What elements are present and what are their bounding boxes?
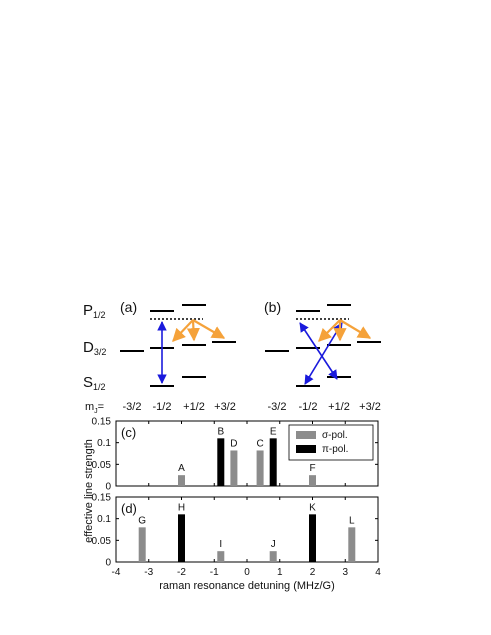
x-tick-label: 4 — [375, 567, 381, 578]
y-tick-label: 0 — [105, 482, 111, 493]
legend-swatch-pi — [296, 445, 316, 453]
x-tick-label: -3 — [144, 567, 153, 578]
chart-d-bar-labels: G H I J K L — [138, 502, 355, 550]
decay-arrows-a — [172, 319, 226, 342]
state-label-s12: S1/2 — [83, 374, 106, 392]
bar-label-k: K — [309, 502, 316, 513]
bar-h — [178, 514, 185, 562]
bar-j — [269, 551, 277, 562]
y-tick-label: 0.1 — [97, 514, 111, 525]
level-diagram: P1/2 D3/2 S1/2 (a) (b) — [83, 299, 381, 415]
mj-value-a-2: +1/2 — [183, 401, 205, 413]
decay-arrows-b — [318, 319, 372, 342]
state-label-p12: P1/2 — [83, 302, 106, 320]
raman-arrows-b — [299, 322, 343, 385]
chart-c-panel-label: (c) — [121, 425, 136, 440]
panel-label-a: (a) — [120, 299, 137, 315]
chart-c-y-axis: 0 0.05 0.1 0.15 — [92, 417, 379, 493]
chart-c-legend: σ-pol. π-pol. — [288, 424, 374, 461]
y-tick-label: 0.15 — [92, 417, 112, 428]
bar-label-b: B — [217, 426, 224, 437]
mj-value-a-3: +3/2 — [214, 401, 236, 413]
y-tick-label: 0.15 — [92, 493, 112, 504]
bar-a — [178, 475, 185, 486]
state-label-d32: D3/2 — [83, 339, 106, 357]
x-tick-label: 1 — [277, 567, 283, 578]
bar-d — [230, 450, 238, 486]
chart-d-y-axis: 0 0.05 0.1 0.15 — [92, 493, 378, 569]
mj-value-b-1: -1/2 — [299, 401, 318, 413]
chart-d: (d) 0 0.05 0.1 0.15 -4 -3 -2 -1 0 1 2 3 4 G H I J K L ra… — [92, 493, 382, 593]
bar-label-d: D — [230, 438, 237, 449]
mj-label: mJ= — [85, 401, 104, 415]
mj-value-b-2: +1/2 — [328, 401, 350, 413]
bar-l — [348, 527, 356, 562]
chart-d-panel-label: (d) — [121, 501, 137, 516]
bar-label-c: C — [256, 438, 263, 449]
chart-d-frame — [115, 496, 379, 563]
mj-value-b-0: -3/2 — [268, 401, 287, 413]
bar-label-f: F — [309, 463, 315, 474]
bar-label-e: E — [270, 426, 277, 437]
panel-b-levels — [265, 304, 381, 387]
bar-k — [309, 514, 316, 562]
bar-g — [138, 527, 146, 562]
bar-b — [217, 438, 225, 486]
x-tick-label: 0 — [244, 567, 250, 578]
y-tick-label: 0.05 — [92, 536, 112, 547]
chart-d-bars — [138, 514, 356, 562]
x-tick-label: 3 — [342, 567, 348, 578]
legend-label-pi: π-pol. — [322, 444, 348, 455]
bar-label-a: A — [178, 463, 185, 474]
bar-label-l: L — [349, 515, 355, 526]
bar-i — [217, 551, 225, 562]
legend-swatch-sigma — [296, 431, 316, 439]
x-tick-label: -1 — [210, 567, 219, 578]
shared-y-axis-title: effective line strength — [83, 439, 95, 543]
bar-e — [269, 438, 277, 486]
mj-value-a-0: -3/2 — [123, 401, 142, 413]
y-tick-label: 0.1 — [97, 438, 111, 449]
x-tick-label: -4 — [112, 567, 121, 578]
legend-label-sigma: σ-pol. — [322, 430, 348, 441]
panel-label-b: (b) — [264, 299, 281, 315]
bar-c — [256, 450, 264, 486]
chart-c-bar-labels: A BD CE F — [178, 426, 315, 474]
x-tick-label: -2 — [177, 567, 186, 578]
panel-a-levels — [120, 304, 236, 387]
legend-box — [288, 424, 374, 461]
mj-value-b-3: +3/2 — [359, 401, 381, 413]
bar-label-g: G — [138, 515, 146, 526]
chart-c-bars — [178, 438, 316, 486]
chart-c: (c) 0 0.05 0.1 0.15 A BD CE F σ-pol. π-pol. — [92, 417, 379, 493]
mj-value-a-1: -1/2 — [153, 401, 172, 413]
chart-d-x-axis-title: raman resonance detuning (MHz/G) — [159, 580, 334, 592]
y-tick-label: 0 — [105, 558, 111, 569]
bar-label-h: H — [178, 502, 185, 513]
bar-label-j: J — [271, 539, 276, 550]
chart-d-x-axis: -4 -3 -2 -1 0 1 2 3 4 — [112, 497, 381, 578]
bar-f — [309, 475, 316, 486]
y-tick-label: 0.05 — [92, 460, 112, 471]
bar-label-i: I — [219, 539, 222, 550]
x-tick-label: 2 — [310, 567, 316, 578]
